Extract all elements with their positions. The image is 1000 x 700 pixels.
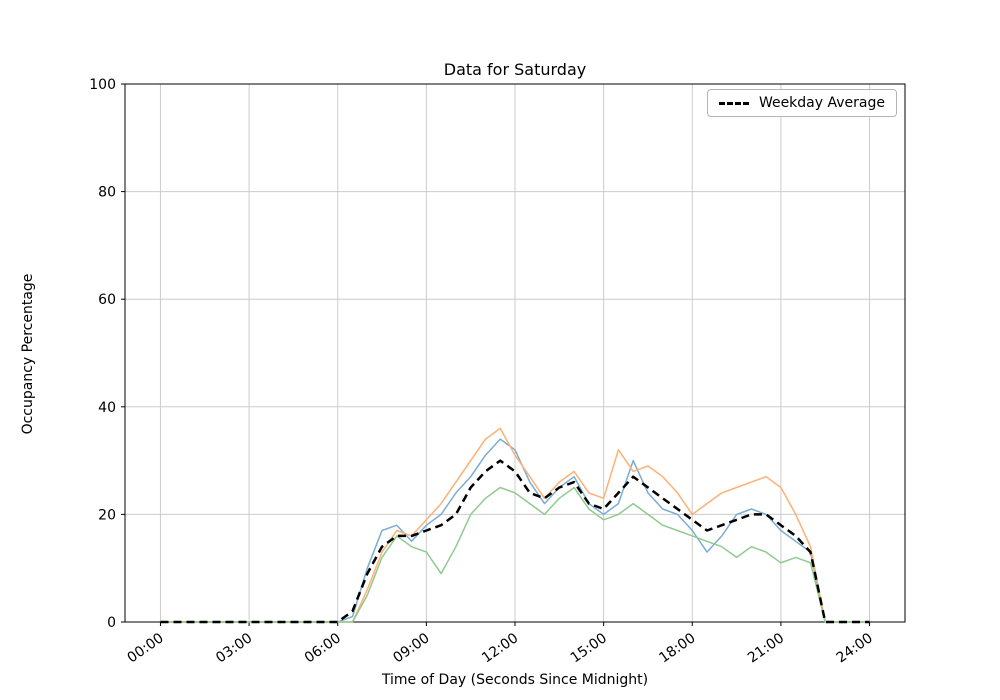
y-tick-label: 20 <box>98 507 116 523</box>
x-axis-label: Time of Day (Seconds Since Midnight) <box>381 672 649 688</box>
x-tick-label: 21:00 <box>745 630 787 666</box>
y-axis-label: Occupancy Percentage <box>20 273 36 435</box>
y-tick-label: 100 <box>89 77 116 93</box>
x-tick-label: 15:00 <box>568 630 610 666</box>
x-tick-label: 00:00 <box>125 630 167 666</box>
x-tick-label: 06:00 <box>302 630 344 666</box>
y-tick-label: 60 <box>98 292 116 308</box>
y-tick-label: 40 <box>98 400 116 416</box>
x-tick-label: 03:00 <box>213 630 255 666</box>
series-line-weekday-average <box>160 459 870 624</box>
chart-title: Data for Saturday <box>443 60 587 79</box>
y-tick-label: 80 <box>98 185 116 201</box>
legend-dashed-line-sample <box>718 101 749 105</box>
x-tick-label: 09:00 <box>390 630 432 666</box>
legend-label: Weekday Average <box>758 95 885 111</box>
y-tick-label: 0 <box>107 615 116 631</box>
x-tick-label: 18:00 <box>656 630 698 666</box>
legend: Weekday Average <box>706 89 897 117</box>
x-tick-label: 24:00 <box>834 630 876 666</box>
x-tick-label: 12:00 <box>479 630 521 666</box>
